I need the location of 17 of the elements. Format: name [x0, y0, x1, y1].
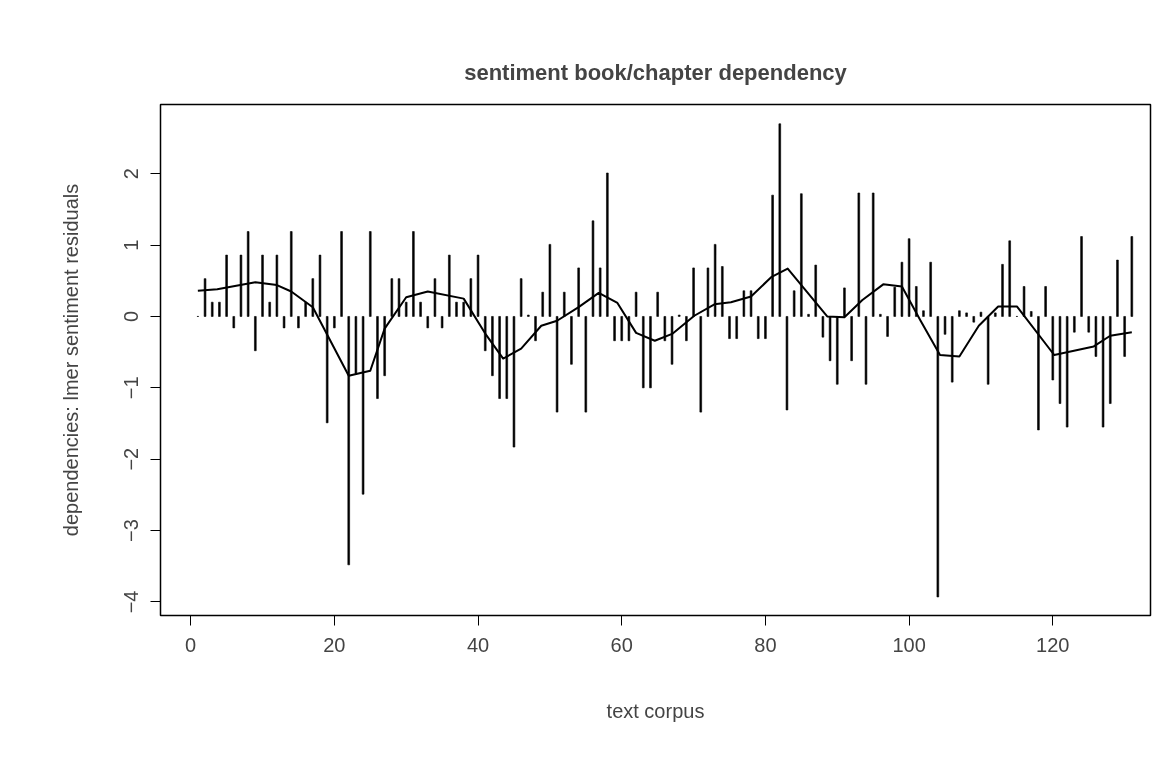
- x-tick-label: 40: [466, 633, 490, 656]
- x-tick-label: 60: [610, 633, 633, 656]
- x-tick-label: 80: [754, 633, 777, 656]
- y-tick-label: −2: [120, 447, 143, 471]
- y-tick-label: −1: [120, 376, 143, 400]
- y-axis-title: dependencies: lmer sentiment residuals: [59, 183, 82, 537]
- y-tick-label: 1: [120, 239, 143, 251]
- x-tick-label: 20: [323, 633, 346, 656]
- x-axis-title: text corpus: [606, 699, 705, 722]
- x-tick-label: 120: [1036, 633, 1070, 656]
- x-tick-label: 0: [185, 633, 197, 656]
- x-tick-label: 100: [892, 633, 926, 656]
- chart-title: sentiment book/chapter dependency: [464, 59, 848, 85]
- y-tick-label: −4: [120, 590, 143, 614]
- y-tick-label: 0: [120, 310, 143, 323]
- y-tick-label: −3: [120, 519, 143, 542]
- y-tick-label: 2: [120, 168, 143, 180]
